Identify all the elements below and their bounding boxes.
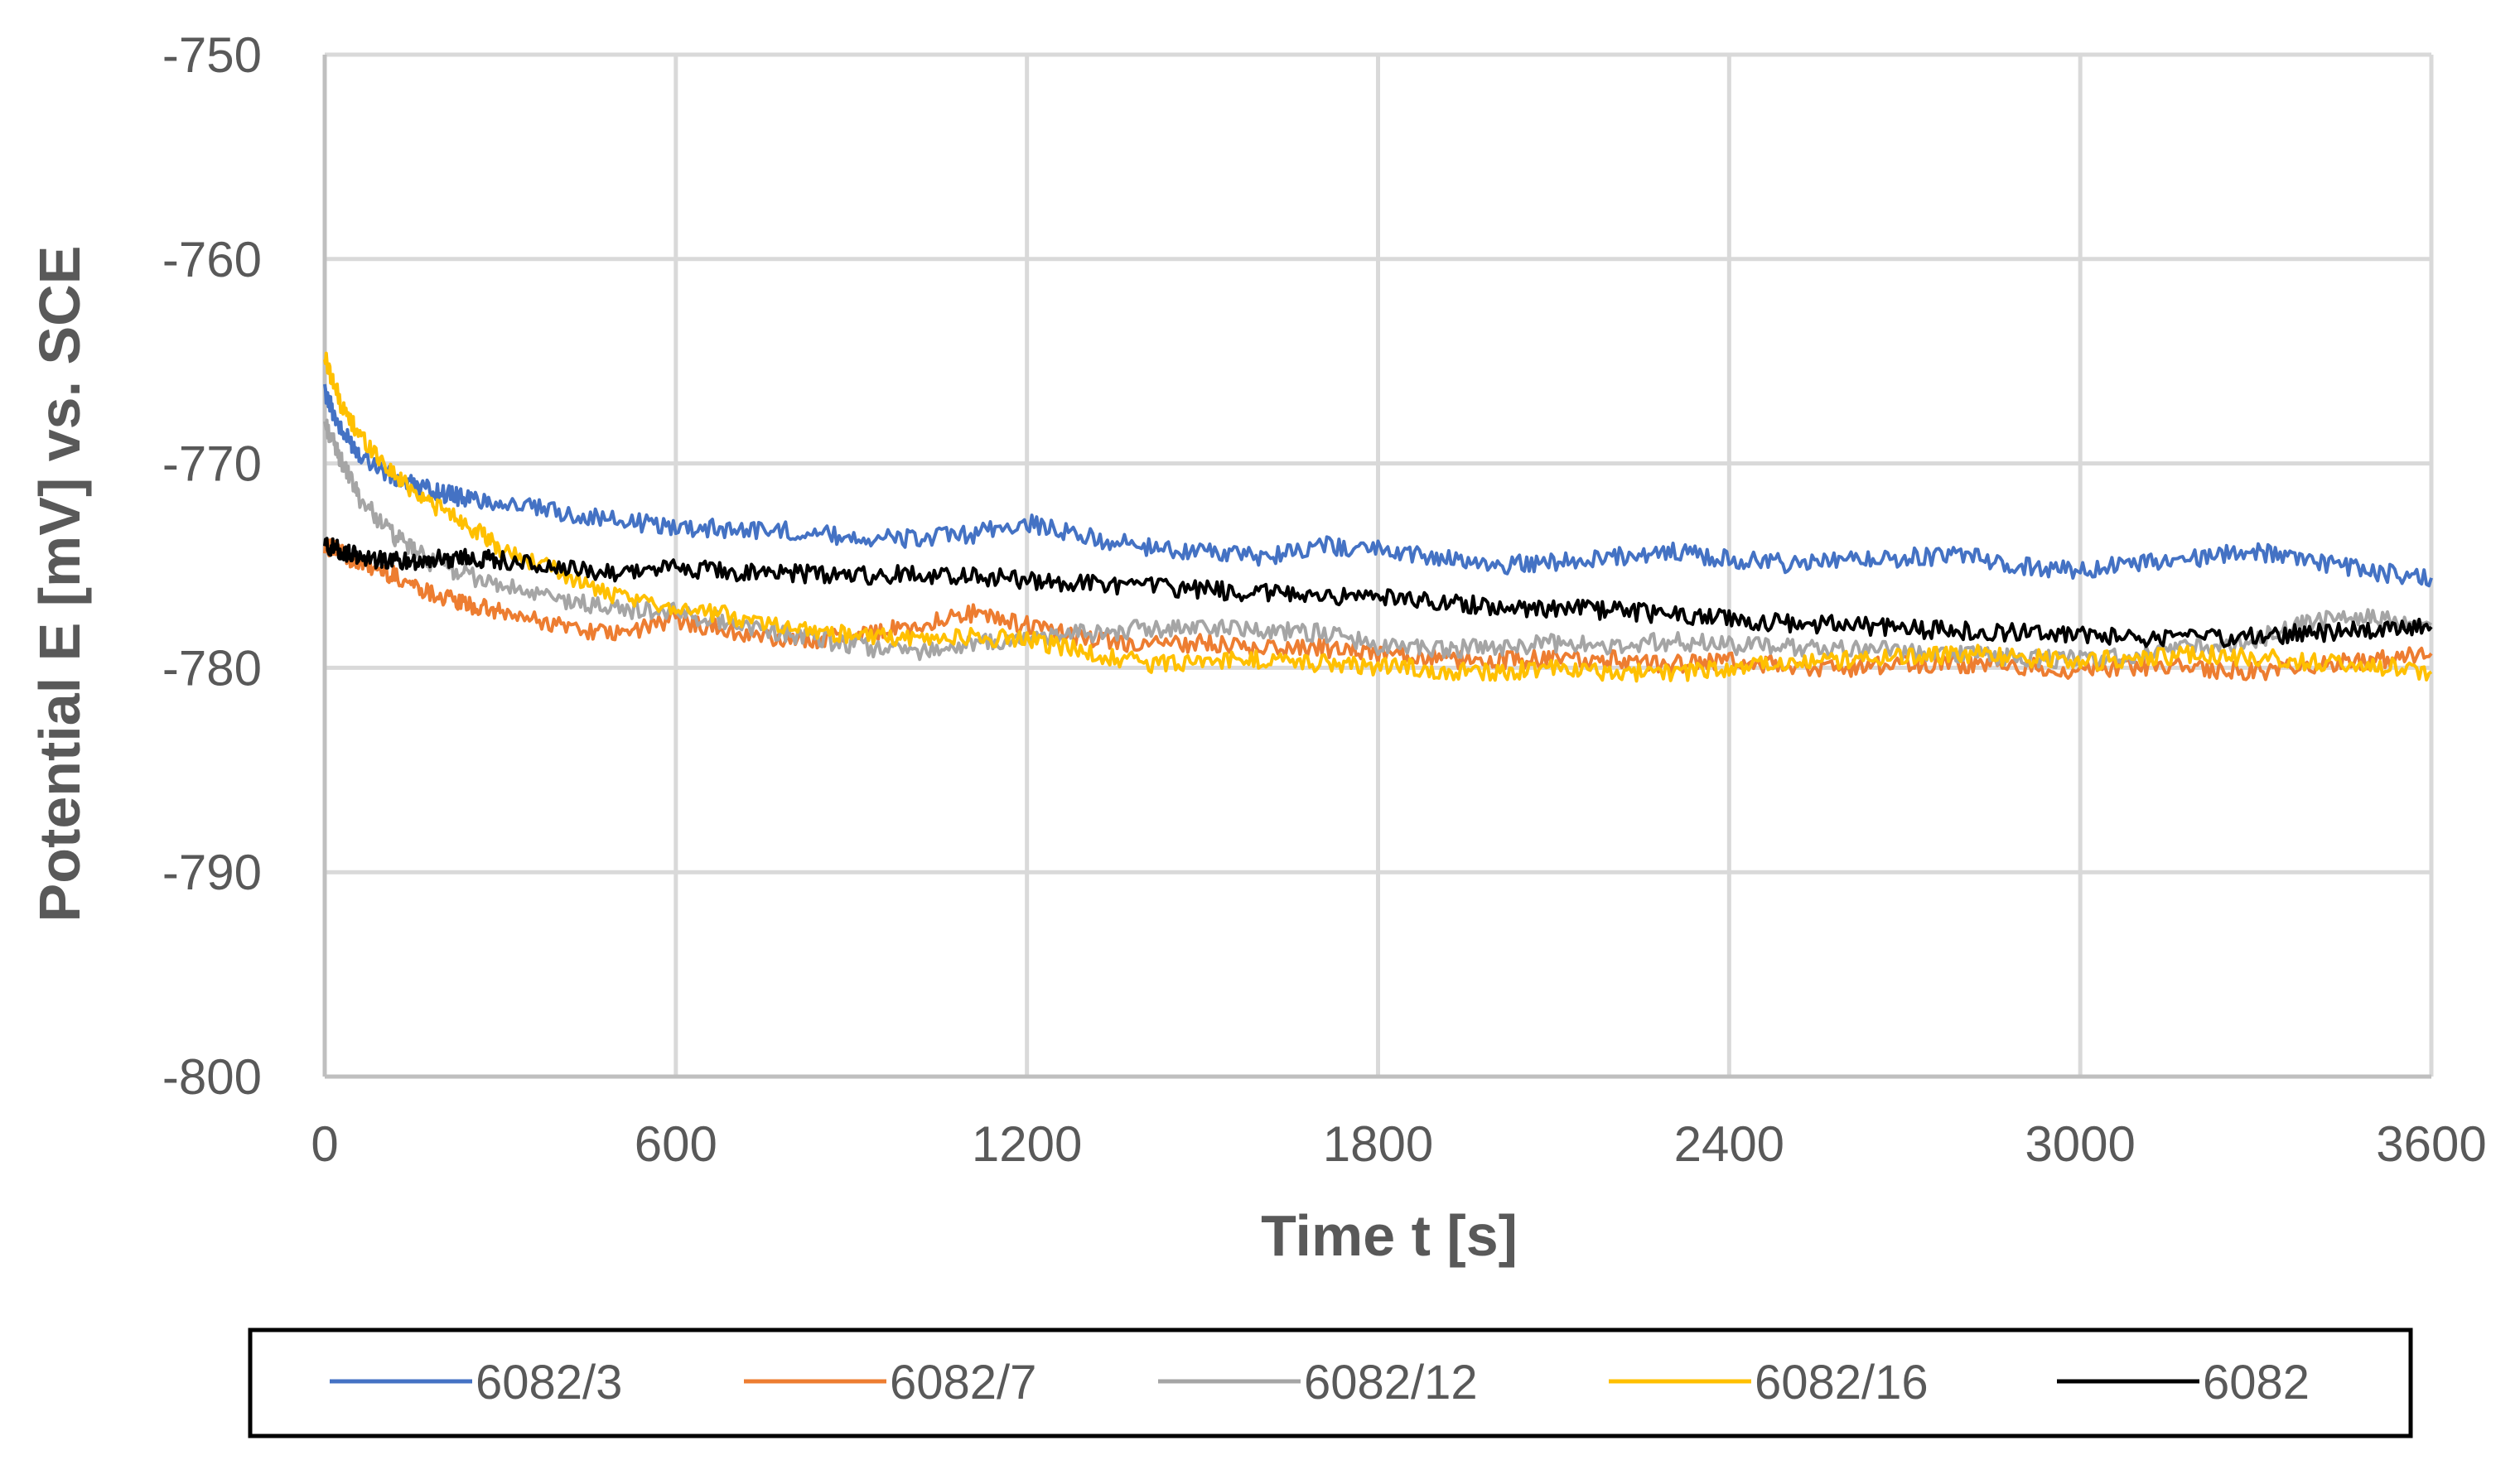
legend-items: 6082/3 6082/7 6082/12 6082/16 6082 bbox=[330, 1356, 2310, 1409]
y-tick-label: -780 bbox=[162, 640, 262, 696]
x-tick-label: 0 bbox=[311, 1116, 338, 1172]
series-line-6082-7 bbox=[323, 537, 2433, 682]
series-lines bbox=[323, 351, 2433, 683]
x-tick-label: 3000 bbox=[2025, 1116, 2135, 1172]
axes bbox=[322, 55, 2431, 1079]
legend: 6082/3 6082/7 6082/12 6082/16 6082 bbox=[248, 1327, 2413, 1438]
legend-label: 6082/7 bbox=[890, 1356, 1036, 1409]
y-axis-title: Potential E [mV] vs. SCE bbox=[27, 246, 92, 923]
x-tick-label: 3600 bbox=[2376, 1116, 2486, 1172]
legend-label: 6082/12 bbox=[1304, 1356, 1478, 1409]
legend-label: 6082 bbox=[2203, 1356, 2310, 1409]
y-tick-label: -800 bbox=[162, 1049, 262, 1105]
y-tick-label: -760 bbox=[162, 232, 262, 287]
y-tick-label: -750 bbox=[162, 27, 262, 83]
series-line-6082-16 bbox=[323, 351, 2433, 683]
series-line-6082-3 bbox=[323, 383, 2433, 588]
x-tick-label: 2400 bbox=[1674, 1116, 1784, 1172]
y-tick-label: -790 bbox=[162, 845, 262, 900]
legend-label: 6082/16 bbox=[1755, 1356, 1929, 1409]
series-line-6082 bbox=[323, 537, 2433, 648]
tick-labels: 0 600 1200 1800 2400 3000 3600 -750 -760 -770 -780… bbox=[162, 27, 2487, 1172]
x-tick-label: 600 bbox=[635, 1116, 717, 1172]
y-tick-label: -770 bbox=[162, 436, 262, 492]
x-tick-label: 1800 bbox=[1323, 1116, 1433, 1172]
gridlines bbox=[322, 52, 2434, 1079]
legend-box bbox=[248, 1327, 2413, 1438]
x-tick-label: 1200 bbox=[972, 1116, 1082, 1172]
legend-label: 6082/3 bbox=[476, 1356, 622, 1409]
x-axis-title: Time t [s] bbox=[1261, 1203, 1518, 1268]
